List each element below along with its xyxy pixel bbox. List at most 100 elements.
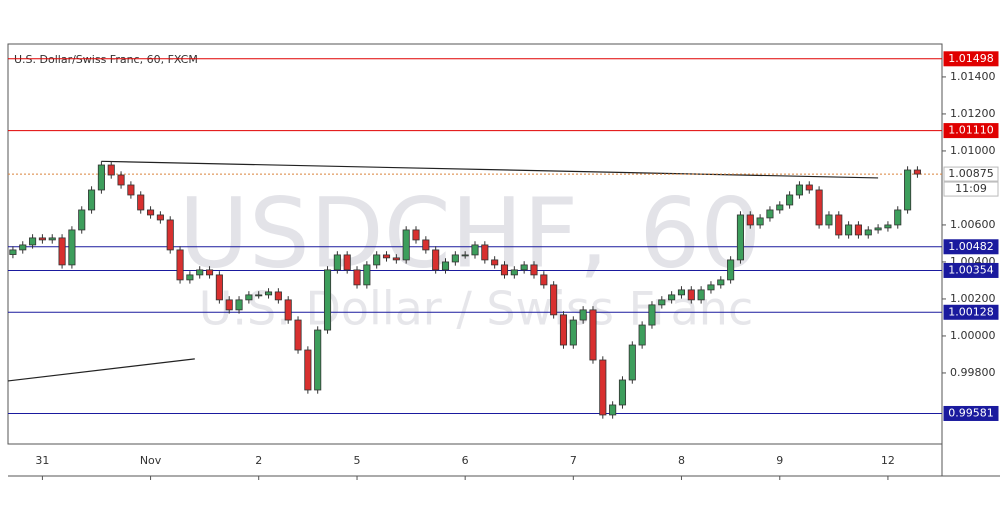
candle-body — [284, 299, 292, 321]
candle-body — [304, 349, 312, 391]
candle-body — [382, 254, 391, 259]
level-label: 0.99581 — [948, 406, 994, 419]
candle-body — [461, 254, 469, 257]
candle-body — [412, 229, 420, 241]
candle-body — [255, 294, 263, 297]
candle-body — [687, 289, 695, 301]
candle-body — [609, 404, 617, 416]
level-label: 1.01498 — [948, 52, 994, 65]
candle-body — [264, 291, 273, 296]
level-label: 1.00128 — [948, 305, 994, 318]
candle-body — [559, 314, 568, 346]
candle-body — [550, 284, 558, 316]
candle-body — [579, 309, 587, 321]
candle-body — [736, 214, 744, 261]
candle-body — [294, 319, 302, 351]
x-tick-label: 9 — [776, 454, 783, 467]
candle-body — [697, 289, 705, 301]
candle-body — [471, 244, 479, 256]
candle-body — [402, 229, 410, 261]
y-tick-label: 1.01000 — [950, 144, 996, 157]
candle-body — [904, 169, 912, 211]
countdown-label-box — [943, 181, 999, 197]
candle-body — [117, 174, 125, 186]
candle-body — [422, 239, 430, 251]
candle-body — [756, 217, 764, 226]
candle-body — [186, 274, 194, 281]
candle-body — [500, 264, 509, 276]
candle-body — [432, 249, 440, 271]
candle-body — [78, 209, 86, 231]
candle-body — [520, 264, 528, 271]
x-tick-label: 6 — [462, 454, 469, 467]
x-tick-label: Nov — [140, 454, 162, 467]
candle-body — [825, 214, 833, 226]
level-label-box — [943, 304, 999, 320]
candle-body — [235, 299, 243, 311]
candle-body — [628, 344, 636, 381]
level-label-box — [943, 51, 999, 67]
y-tick-label: 1.00600 — [950, 218, 996, 231]
candle-body — [776, 204, 784, 211]
candle-body — [9, 249, 17, 255]
candle-body — [107, 164, 115, 176]
candle-body — [137, 194, 145, 211]
candle-body — [599, 359, 607, 416]
candle-body — [215, 274, 223, 301]
level-label: 1.01110 — [948, 124, 994, 137]
countdown-label: 11:09 — [955, 182, 987, 195]
trend-line — [101, 160, 879, 179]
x-tick-label: 5 — [354, 454, 361, 467]
candle-body — [156, 214, 164, 221]
y-tick-label: 1.00200 — [950, 292, 996, 305]
candle-body — [913, 169, 921, 175]
candle-body — [88, 189, 96, 211]
level-label-box — [943, 262, 999, 278]
x-tick-label: 31 — [35, 454, 49, 467]
current-price-label: 1.00875 — [948, 167, 994, 180]
candle-body — [786, 194, 794, 206]
candle-body — [166, 219, 174, 251]
candle-body — [658, 299, 666, 306]
candle-body — [618, 379, 627, 406]
candle-body — [245, 294, 253, 301]
candle-body — [363, 264, 371, 286]
candle-body — [481, 244, 489, 261]
candle-body — [68, 229, 76, 266]
candle-body — [97, 164, 105, 191]
candle-body — [206, 269, 214, 276]
level-label-box — [943, 239, 999, 255]
candle-body — [638, 324, 646, 346]
candle-body — [48, 237, 56, 241]
candle-body — [491, 259, 499, 266]
chart-title: U.S. Dollar/Swiss Franc, 60, FXCM — [14, 53, 198, 66]
candle-body — [805, 184, 813, 191]
level-label-box — [943, 123, 999, 139]
candle-body — [176, 249, 184, 281]
y-tick-label: 1.00000 — [950, 329, 996, 342]
candle-body — [274, 291, 282, 301]
candle-body — [815, 189, 823, 226]
candle-body — [668, 294, 676, 301]
candle-body — [648, 304, 656, 326]
candle-body — [854, 224, 862, 236]
candle-body — [451, 254, 459, 263]
candle-body — [343, 254, 351, 271]
candle-body — [569, 319, 577, 346]
y-tick-label: 0.99800 — [950, 366, 996, 379]
level-label: 1.00482 — [948, 240, 994, 253]
trend-line — [7, 358, 195, 382]
y-tick-label: 1.01400 — [950, 70, 996, 83]
candle-body — [353, 269, 361, 286]
candle-body — [766, 209, 774, 219]
candle-body — [392, 257, 400, 261]
watermark: USDCHF, 60 — [179, 177, 762, 289]
candle-body — [589, 309, 597, 361]
level-label: 1.00354 — [948, 263, 994, 276]
candle-body — [874, 227, 882, 231]
level-label-box — [943, 405, 999, 421]
candle-body — [373, 254, 381, 266]
candle-body — [225, 299, 233, 311]
